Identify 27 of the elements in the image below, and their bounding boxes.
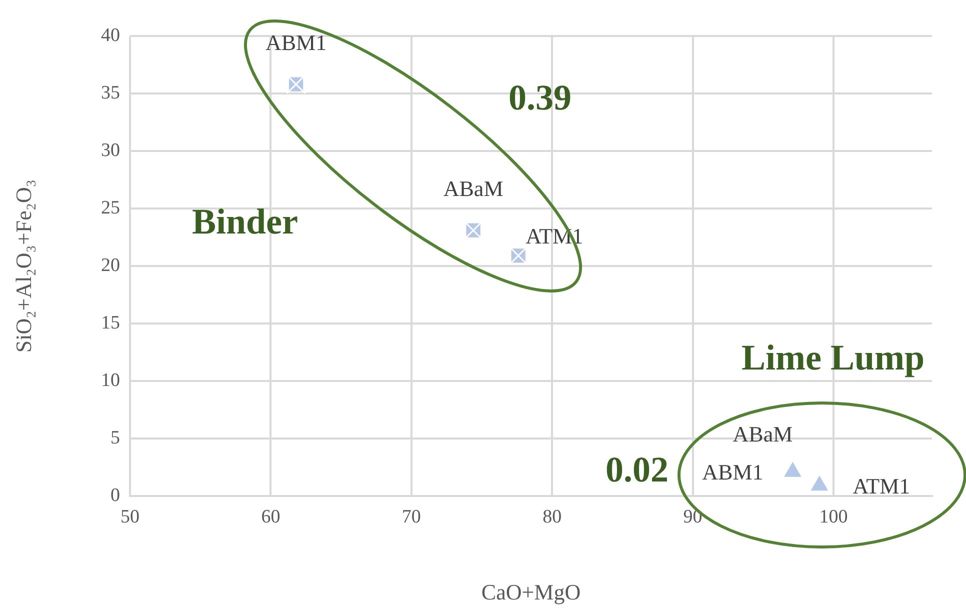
annotation: 0.02 <box>606 449 668 490</box>
point <box>810 476 828 491</box>
x-tick-label: 50 <box>120 506 140 528</box>
point <box>784 462 802 477</box>
y-tick-label: 40 <box>101 24 120 46</box>
y-tick-label: 5 <box>110 427 120 448</box>
annotation: ABaM <box>443 176 504 202</box>
y-tick-label: 35 <box>101 82 120 104</box>
y-tick-label: 25 <box>101 197 120 218</box>
annotation: 0.39 <box>508 77 572 118</box>
y-tick-label: 10 <box>101 370 120 391</box>
annotation: ABM1 <box>265 30 327 56</box>
y-axis-title: SiO₂+Al₂O₃+Fe₂O₃ <box>10 179 36 353</box>
annotation: ATM1 <box>852 473 910 498</box>
x-tick-label: 100 <box>819 506 848 528</box>
annotation: ABaM <box>732 422 793 447</box>
annotation: Binder <box>192 201 298 242</box>
x-tick-label: 60 <box>261 506 280 528</box>
y-tick-label: 15 <box>101 312 120 334</box>
annotation: ABM1 <box>702 460 764 485</box>
y-tick-label: 0 <box>110 484 120 506</box>
y-tick-label: 30 <box>101 140 120 161</box>
annotation: Lime Lump <box>741 337 925 378</box>
x-axis-title: CaO+MgO <box>481 580 581 605</box>
x-tick-label: 70 <box>402 506 421 528</box>
y-tick-label: 20 <box>101 254 120 276</box>
x-tick-label: 80 <box>542 506 562 528</box>
